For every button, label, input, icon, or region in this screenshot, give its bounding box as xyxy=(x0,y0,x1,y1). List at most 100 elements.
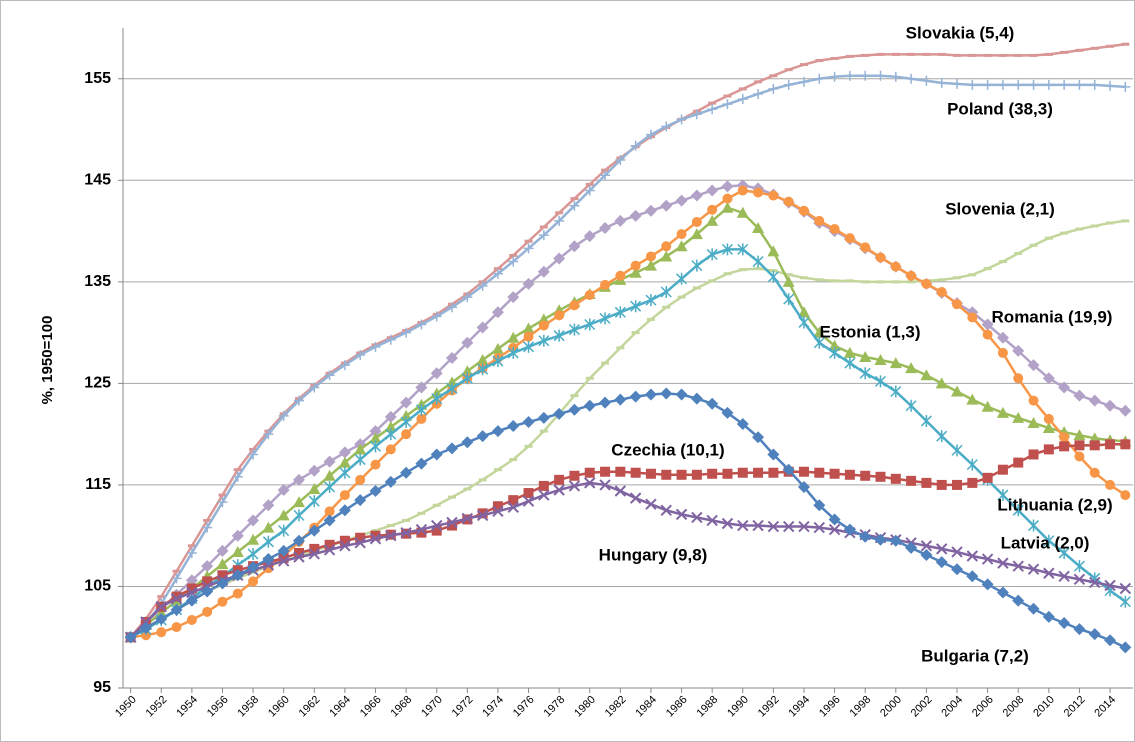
marker xyxy=(1073,429,1086,441)
marker xyxy=(1120,490,1131,501)
series-line xyxy=(129,481,1126,639)
marker xyxy=(967,477,978,488)
marker xyxy=(522,495,535,507)
marker xyxy=(706,184,719,197)
marker xyxy=(477,280,488,291)
marker xyxy=(492,505,504,518)
marker xyxy=(369,533,382,545)
marker xyxy=(997,79,1008,90)
marker xyxy=(170,592,183,605)
marker xyxy=(1059,441,1070,452)
marker xyxy=(308,464,321,477)
marker xyxy=(798,316,810,329)
marker xyxy=(430,367,443,380)
marker xyxy=(231,529,244,542)
marker xyxy=(706,214,719,226)
marker xyxy=(461,365,474,377)
marker xyxy=(921,75,932,86)
marker xyxy=(752,222,765,234)
marker xyxy=(691,109,702,120)
marker xyxy=(615,270,626,281)
marker xyxy=(1028,395,1039,406)
marker xyxy=(338,504,351,517)
series xyxy=(124,387,1132,654)
marker xyxy=(446,382,458,395)
marker xyxy=(507,331,520,343)
marker xyxy=(415,381,428,394)
marker xyxy=(737,243,749,256)
marker xyxy=(1012,504,1024,517)
marker xyxy=(981,400,994,412)
marker xyxy=(767,448,780,461)
marker xyxy=(844,469,855,480)
marker xyxy=(721,243,734,256)
marker xyxy=(706,248,718,261)
marker xyxy=(553,407,566,420)
marker xyxy=(935,377,948,389)
marker xyxy=(920,414,932,427)
marker xyxy=(875,70,886,81)
marker xyxy=(936,479,947,490)
marker xyxy=(431,519,443,532)
marker xyxy=(185,574,198,587)
marker xyxy=(676,272,688,285)
marker xyxy=(889,534,902,547)
marker xyxy=(554,215,565,226)
marker xyxy=(231,545,244,557)
marker xyxy=(324,506,335,517)
marker xyxy=(491,425,504,438)
marker xyxy=(966,393,979,405)
marker xyxy=(721,517,734,530)
marker xyxy=(691,511,703,524)
marker xyxy=(431,525,442,536)
marker xyxy=(599,396,612,409)
marker xyxy=(124,631,137,644)
marker xyxy=(783,293,795,306)
series-label: Hungary (9,8) xyxy=(599,545,708,564)
marker xyxy=(905,362,918,374)
y-tick-label: 155 xyxy=(84,70,111,87)
marker xyxy=(921,278,932,289)
marker xyxy=(492,501,503,512)
marker xyxy=(1058,546,1070,559)
marker xyxy=(690,392,703,405)
marker xyxy=(216,577,229,590)
marker xyxy=(1058,570,1070,583)
marker xyxy=(461,436,474,449)
marker xyxy=(600,279,611,290)
marker xyxy=(660,504,672,517)
marker xyxy=(890,261,901,272)
marker xyxy=(813,521,825,534)
marker xyxy=(416,413,427,424)
series-label: Slovakia (5,4) xyxy=(906,23,1015,42)
marker xyxy=(753,187,764,198)
marker xyxy=(982,472,993,483)
marker xyxy=(660,286,672,298)
marker xyxy=(339,360,350,371)
marker xyxy=(706,397,719,410)
marker xyxy=(690,189,703,202)
marker xyxy=(936,430,948,443)
marker xyxy=(721,406,734,419)
marker xyxy=(967,79,978,90)
marker xyxy=(737,94,748,105)
marker xyxy=(507,346,519,359)
marker xyxy=(231,569,244,582)
marker xyxy=(828,513,841,526)
marker xyxy=(783,196,794,207)
marker xyxy=(538,320,549,331)
marker xyxy=(385,444,396,455)
marker xyxy=(615,466,626,477)
series-label: Slovenia (2,1) xyxy=(945,199,1055,218)
series-label: Lithuania (2,9) xyxy=(997,495,1112,514)
marker xyxy=(1089,440,1100,451)
marker xyxy=(675,508,688,521)
marker xyxy=(829,71,840,82)
marker xyxy=(553,329,565,342)
marker xyxy=(292,473,305,486)
marker xyxy=(201,585,214,598)
marker xyxy=(400,415,412,428)
marker xyxy=(1027,519,1040,532)
marker xyxy=(798,205,809,216)
marker xyxy=(232,471,243,482)
